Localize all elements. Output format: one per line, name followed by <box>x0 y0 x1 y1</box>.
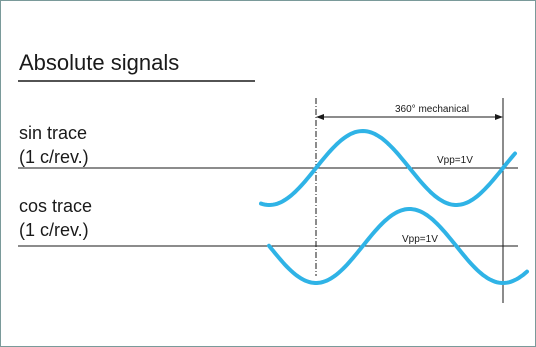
cos-waveform <box>267 207 529 286</box>
cos-trace-label: cos trace <box>19 196 92 216</box>
diagram-title: Absolute signals <box>19 50 179 75</box>
span-label: 360° mechanical <box>395 104 469 115</box>
sin-trace-sublabel: (1 c/rev.) <box>19 147 89 167</box>
cos-trace-sublabel: (1 c/rev.) <box>19 220 89 240</box>
sin-trace-label: sin trace <box>19 123 87 143</box>
cos-vpp-label: Vpp=1V <box>402 234 438 245</box>
span-arrow-left-head <box>316 114 324 120</box>
sin-vpp-label: Vpp=1V <box>437 155 473 166</box>
span-arrow-right-head <box>495 114 503 120</box>
sin-waveform <box>259 128 517 208</box>
